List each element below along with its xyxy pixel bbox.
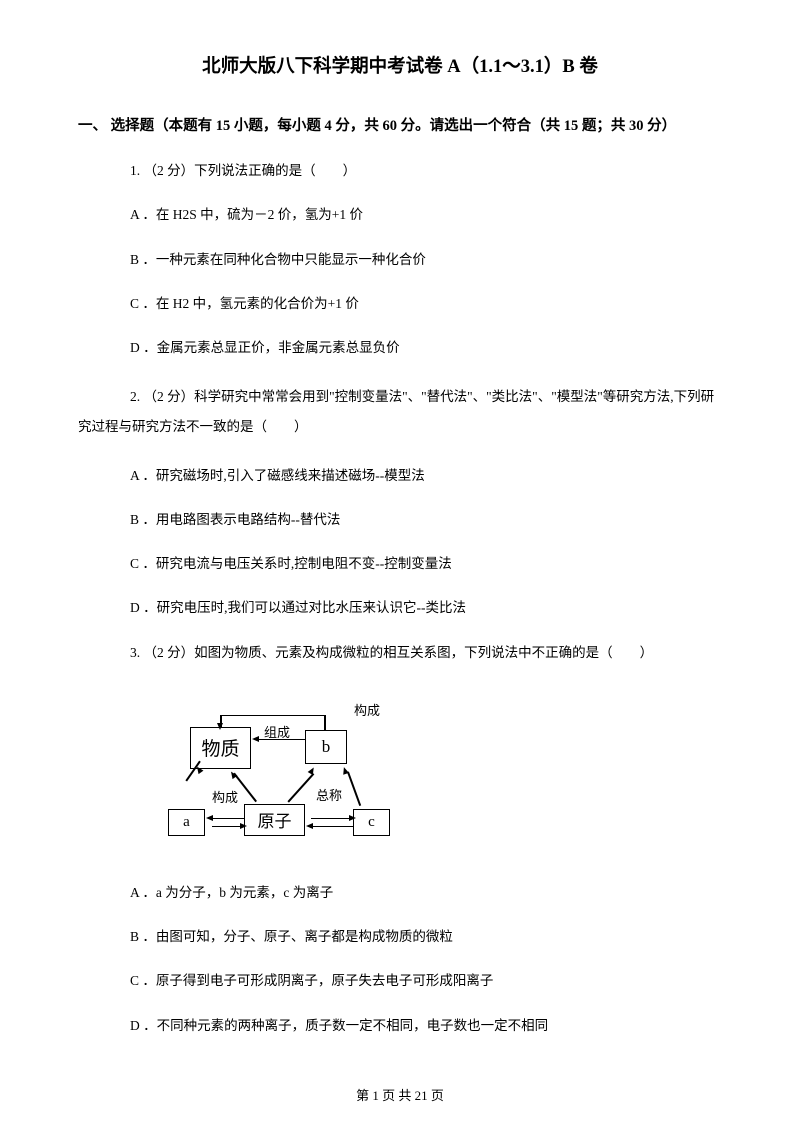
q1-option-c: C ．在 H2 中，氢元素的化合价为+1 价 — [130, 294, 722, 314]
relationship-diagram: 物质 b 原子 a c 构成 组成 构成 总称 — [168, 687, 438, 855]
q3-stem: 3. （2 分）如图为物质、元素及构成微粒的相互关系图，下列说法中不正确的是（ … — [130, 643, 722, 663]
page-title: 北师大版八下科学期中考试卷 A（1.1～3.1）B 卷 — [78, 52, 722, 78]
q3-option-d: D ．不同种元素的两种离子，质子数一定不相同，电子数也一定不相同 — [130, 1016, 722, 1036]
page-footer: 第 1 页 共 21 页 — [0, 1085, 800, 1104]
q2-option-d: D ．研究电压时,我们可以通过对比水压来认识它--类比法 — [130, 598, 722, 618]
diagram-label-zongcheng: 总称 — [316, 785, 342, 804]
diagram-box-a: a — [168, 809, 205, 836]
section-header: 一、 选择题（本题有 15 小题，每小题 4 分，共 60 分。请选出一个符合（… — [78, 114, 722, 135]
diagram-label-goucheng-top: 构成 — [354, 700, 380, 719]
q3-option-b: B ．由图可知，分子、原子、离子都是构成物质的微粒 — [130, 927, 722, 947]
q3-option-c: C ．原子得到电子可形成阴离子，原子失去电子可形成阳离子 — [130, 971, 722, 991]
q2-stem: 2. （2 分）科学研究中常常会用到"控制变量法"、"替代法"、"类比法"、"模… — [78, 382, 722, 441]
q2-option-c: C ．研究电流与电压关系时,控制电阻不变--控制变量法 — [130, 554, 722, 574]
q1-option-b: B ．一种元素在同种化合物中只能显示一种化合价 — [130, 250, 722, 270]
q1-option-a: A ．在 H2S 中，硫为－2 价，氢为+1 价 — [130, 205, 722, 225]
diagram-container: 物质 b 原子 a c 构成 组成 构成 总称 — [168, 687, 722, 855]
q2-option-a: A ．研究磁场时,引入了磁感线来描述磁场--模型法 — [130, 466, 722, 486]
diagram-box-yuanzi: 原子 — [244, 804, 305, 836]
q1-stem: 1. （2 分）下列说法正确的是（ ） — [130, 161, 722, 181]
q2-option-b: B ．用电路图表示电路结构--替代法 — [130, 510, 722, 530]
diagram-box-b: b — [305, 730, 347, 764]
q1-option-d: D ．金属元素总显正价，非金属元素总显负价 — [130, 338, 722, 358]
diagram-label-goucheng-left: 构成 — [212, 787, 238, 806]
q3-option-a: A ．a 为分子，b 为元素，c 为离子 — [130, 883, 722, 903]
diagram-box-c: c — [353, 809, 390, 836]
